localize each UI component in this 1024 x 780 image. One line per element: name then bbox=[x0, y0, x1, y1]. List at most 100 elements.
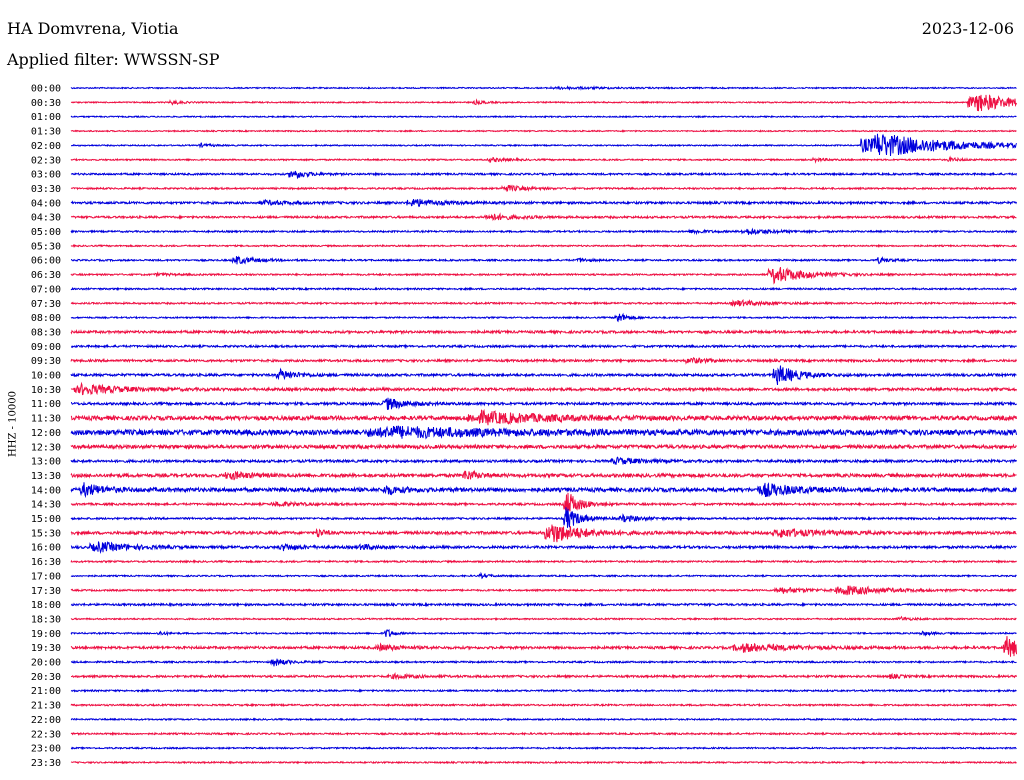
trace-line bbox=[70, 585, 1017, 596]
trace-line bbox=[70, 255, 1017, 265]
trace-line bbox=[70, 425, 1017, 440]
time-tick-label: 07:00 bbox=[31, 284, 61, 295]
trace-line bbox=[70, 507, 1017, 528]
time-tick-label: 06:00 bbox=[31, 256, 61, 267]
time-tick-label: 17:30 bbox=[31, 586, 61, 597]
time-tick-label: 02:30 bbox=[31, 155, 61, 166]
trace-line bbox=[70, 155, 1017, 164]
time-tick-label: 08:30 bbox=[31, 327, 61, 338]
trace-line bbox=[71, 133, 1017, 157]
time-tick-label: 22:00 bbox=[31, 715, 61, 726]
trace-line bbox=[70, 243, 1017, 249]
time-tick-label: 16:00 bbox=[31, 543, 61, 554]
time-tick-label: 04:00 bbox=[31, 198, 61, 209]
time-tick-label: 04:30 bbox=[31, 213, 61, 224]
time-tick-label: 03:30 bbox=[31, 184, 61, 195]
time-tick-label: 11:30 bbox=[31, 414, 61, 425]
time-tick-label: 22:30 bbox=[31, 729, 61, 740]
time-tick-label: 12:00 bbox=[31, 428, 61, 439]
trace-line bbox=[70, 343, 1017, 350]
trace-line bbox=[70, 381, 1017, 396]
trace-line bbox=[70, 408, 1017, 426]
trace-line bbox=[70, 658, 1017, 667]
time-tick-label: 19:30 bbox=[31, 643, 61, 654]
date-label: 2023-12-06 bbox=[921, 19, 1014, 38]
trace-line bbox=[70, 312, 1017, 323]
trace-line bbox=[70, 571, 1017, 580]
trace-line bbox=[70, 636, 1017, 657]
trace-line bbox=[70, 492, 1017, 515]
trace-line bbox=[70, 357, 1017, 365]
time-tick-label: 01:30 bbox=[31, 127, 61, 138]
time-tick-label: 19:00 bbox=[31, 629, 61, 640]
trace-line bbox=[70, 198, 1017, 208]
trace-line bbox=[70, 746, 1017, 751]
time-tick-label: 14:00 bbox=[31, 485, 61, 496]
trace-line bbox=[70, 328, 1017, 336]
time-tick-label: 20:00 bbox=[31, 658, 61, 669]
time-tick-label: 03:00 bbox=[31, 170, 61, 181]
time-tick-label: 23:00 bbox=[31, 744, 61, 755]
time-tick-label: 06:30 bbox=[31, 270, 61, 281]
time-tick-label: 09:00 bbox=[31, 342, 61, 353]
time-tick-labels: 00:00 00:30 01:00 01:30 02:00 02:30 03:00 03:30… bbox=[31, 84, 61, 769]
trace-line bbox=[70, 298, 1017, 308]
time-tick-label: 00:00 bbox=[31, 84, 61, 95]
time-tick-label: 18:30 bbox=[31, 614, 61, 625]
time-tick-label: 23:30 bbox=[31, 758, 61, 769]
time-tick-label: 08:00 bbox=[31, 313, 61, 324]
trace-line bbox=[70, 717, 1017, 722]
trace-line bbox=[70, 615, 1017, 622]
trace-line bbox=[70, 559, 1017, 565]
time-tick-label: 00:30 bbox=[31, 98, 61, 109]
trace-line bbox=[70, 129, 1017, 133]
time-tick-label: 02:00 bbox=[31, 141, 61, 152]
trace-line bbox=[70, 184, 1017, 192]
trace-line bbox=[70, 286, 1017, 292]
time-tick-label: 05:30 bbox=[31, 241, 61, 252]
time-tick-label: 20:30 bbox=[31, 672, 61, 683]
time-tick-label: 10:30 bbox=[31, 385, 61, 396]
trace-line bbox=[70, 524, 1017, 543]
trace-line bbox=[70, 482, 1017, 499]
time-tick-label: 21:00 bbox=[31, 686, 61, 697]
trace-line bbox=[70, 397, 1017, 410]
time-tick-label: 09:30 bbox=[31, 356, 61, 367]
trace-line bbox=[70, 114, 1017, 119]
time-tick-label: 13:30 bbox=[31, 471, 61, 482]
trace-line bbox=[70, 540, 1017, 555]
trace-line bbox=[70, 601, 1017, 608]
trace-line bbox=[70, 760, 1017, 765]
trace-line bbox=[70, 212, 1017, 222]
time-tick-label: 13:00 bbox=[31, 457, 61, 468]
trace-line bbox=[70, 266, 1017, 285]
trace-line bbox=[70, 469, 1017, 481]
trace-group bbox=[70, 85, 1017, 765]
trace-line bbox=[70, 443, 1017, 451]
trace-line bbox=[70, 688, 1017, 694]
time-tick-label: 10:00 bbox=[31, 371, 61, 382]
time-tick-label: 16:30 bbox=[31, 557, 61, 568]
time-tick-label: 11:00 bbox=[31, 399, 61, 410]
time-tick-label: 01:00 bbox=[31, 112, 61, 123]
time-tick-label: 12:30 bbox=[31, 442, 61, 453]
trace-line bbox=[70, 365, 1017, 386]
time-tick-label: 07:30 bbox=[31, 299, 61, 310]
time-tick-label: 21:30 bbox=[31, 701, 61, 712]
filter-label: Applied filter: WWSSN-SP bbox=[7, 50, 220, 69]
trace-line bbox=[70, 702, 1017, 708]
time-tick-label: 17:00 bbox=[31, 571, 61, 582]
trace-line bbox=[70, 85, 1017, 91]
trace-line bbox=[70, 170, 1017, 180]
time-tick-label: 15:30 bbox=[31, 528, 61, 539]
trace-line bbox=[70, 227, 1017, 236]
station-title: HA Domvrena, Viotia bbox=[7, 19, 179, 38]
trace-line bbox=[70, 456, 1017, 465]
trace-line bbox=[70, 628, 1017, 638]
time-tick-label: 18:00 bbox=[31, 600, 61, 611]
trace-line bbox=[70, 94, 1017, 112]
time-tick-label: 05:00 bbox=[31, 227, 61, 238]
trace-line bbox=[70, 731, 1017, 737]
time-tick-label: 15:00 bbox=[31, 514, 61, 525]
